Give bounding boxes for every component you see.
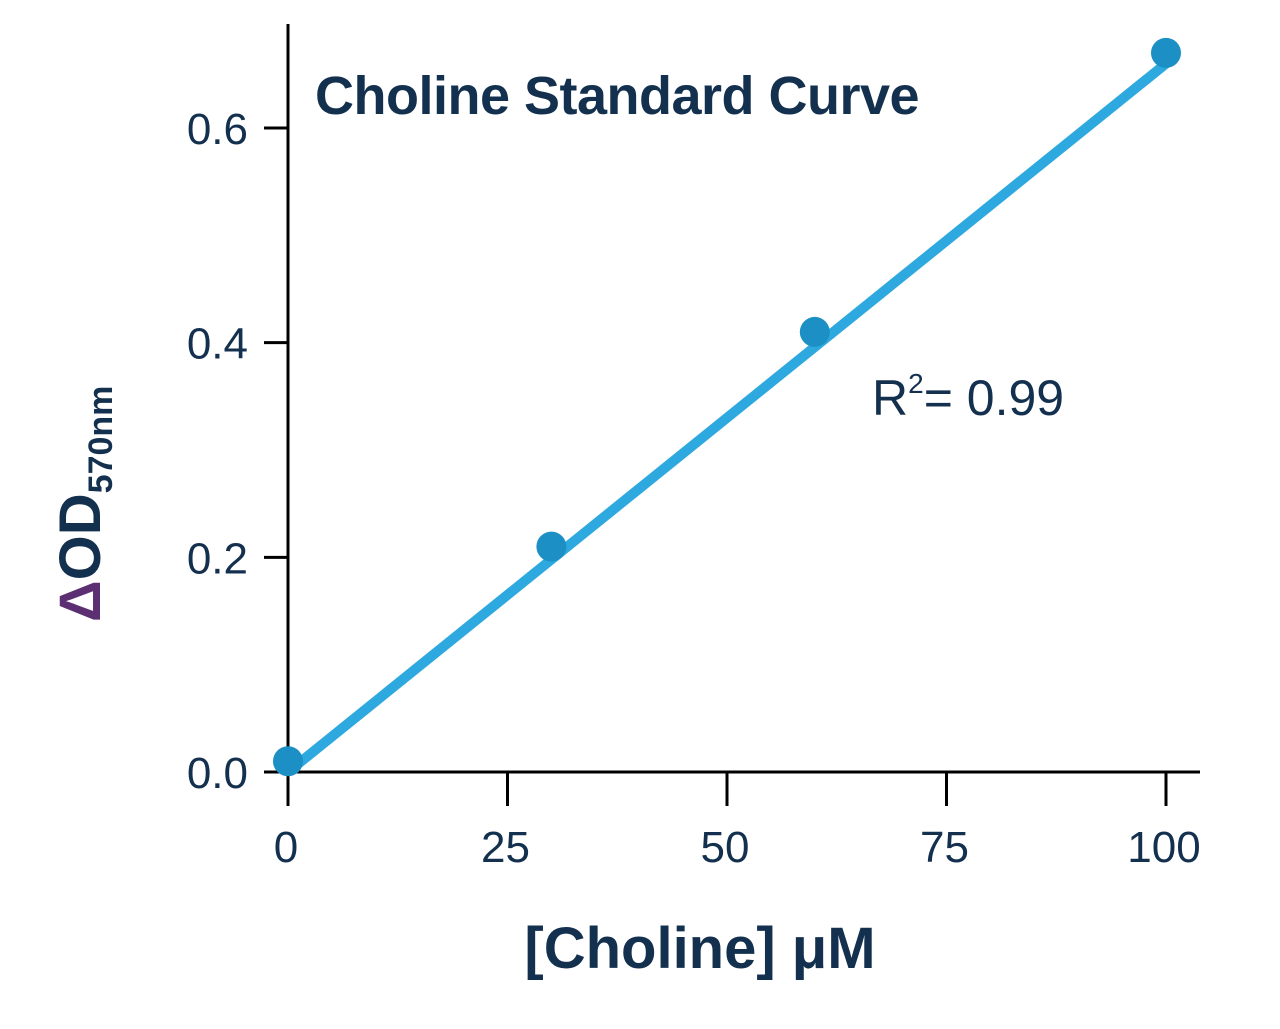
y-axis-label-main: OD (48, 493, 113, 580)
x-tick-label: 25 (481, 823, 530, 872)
x-axis-label: [Choline] μM (524, 916, 875, 981)
x-tick-label: 0 (274, 823, 298, 872)
y-axis-label: ΔOD570nm (48, 386, 120, 622)
r-squared-main: R (872, 370, 908, 426)
x-tick-label: 75 (920, 823, 969, 872)
data-layer (273, 37, 1181, 777)
ticks: 0 25 50 75 100 0.0 0.2 0.4 0.6 (187, 105, 1201, 872)
x-tick-label: 100 (1127, 823, 1200, 872)
r-squared-value: = 0.99 (924, 370, 1064, 426)
data-point (536, 531, 567, 562)
axes (286, 24, 1200, 774)
x-tick-label: 50 (701, 823, 750, 872)
data-point (1151, 37, 1181, 68)
r-squared-annotation: R2= 0.99 (872, 368, 1064, 426)
fit-line (284, 59, 1170, 776)
y-axis-label-subscript: 570nm (82, 386, 120, 494)
data-point (799, 316, 830, 347)
y-tick-label: 0.6 (187, 105, 248, 154)
y-tick-label: 0.0 (187, 749, 248, 798)
y-tick-label: 0.2 (187, 534, 248, 583)
y-axis-label-delta: Δ (48, 580, 113, 622)
r-squared-superscript: 2 (908, 368, 924, 399)
data-point (273, 746, 303, 777)
chart-title: Choline Standard Curve (315, 66, 919, 126)
y-tick-label: 0.4 (187, 320, 248, 369)
